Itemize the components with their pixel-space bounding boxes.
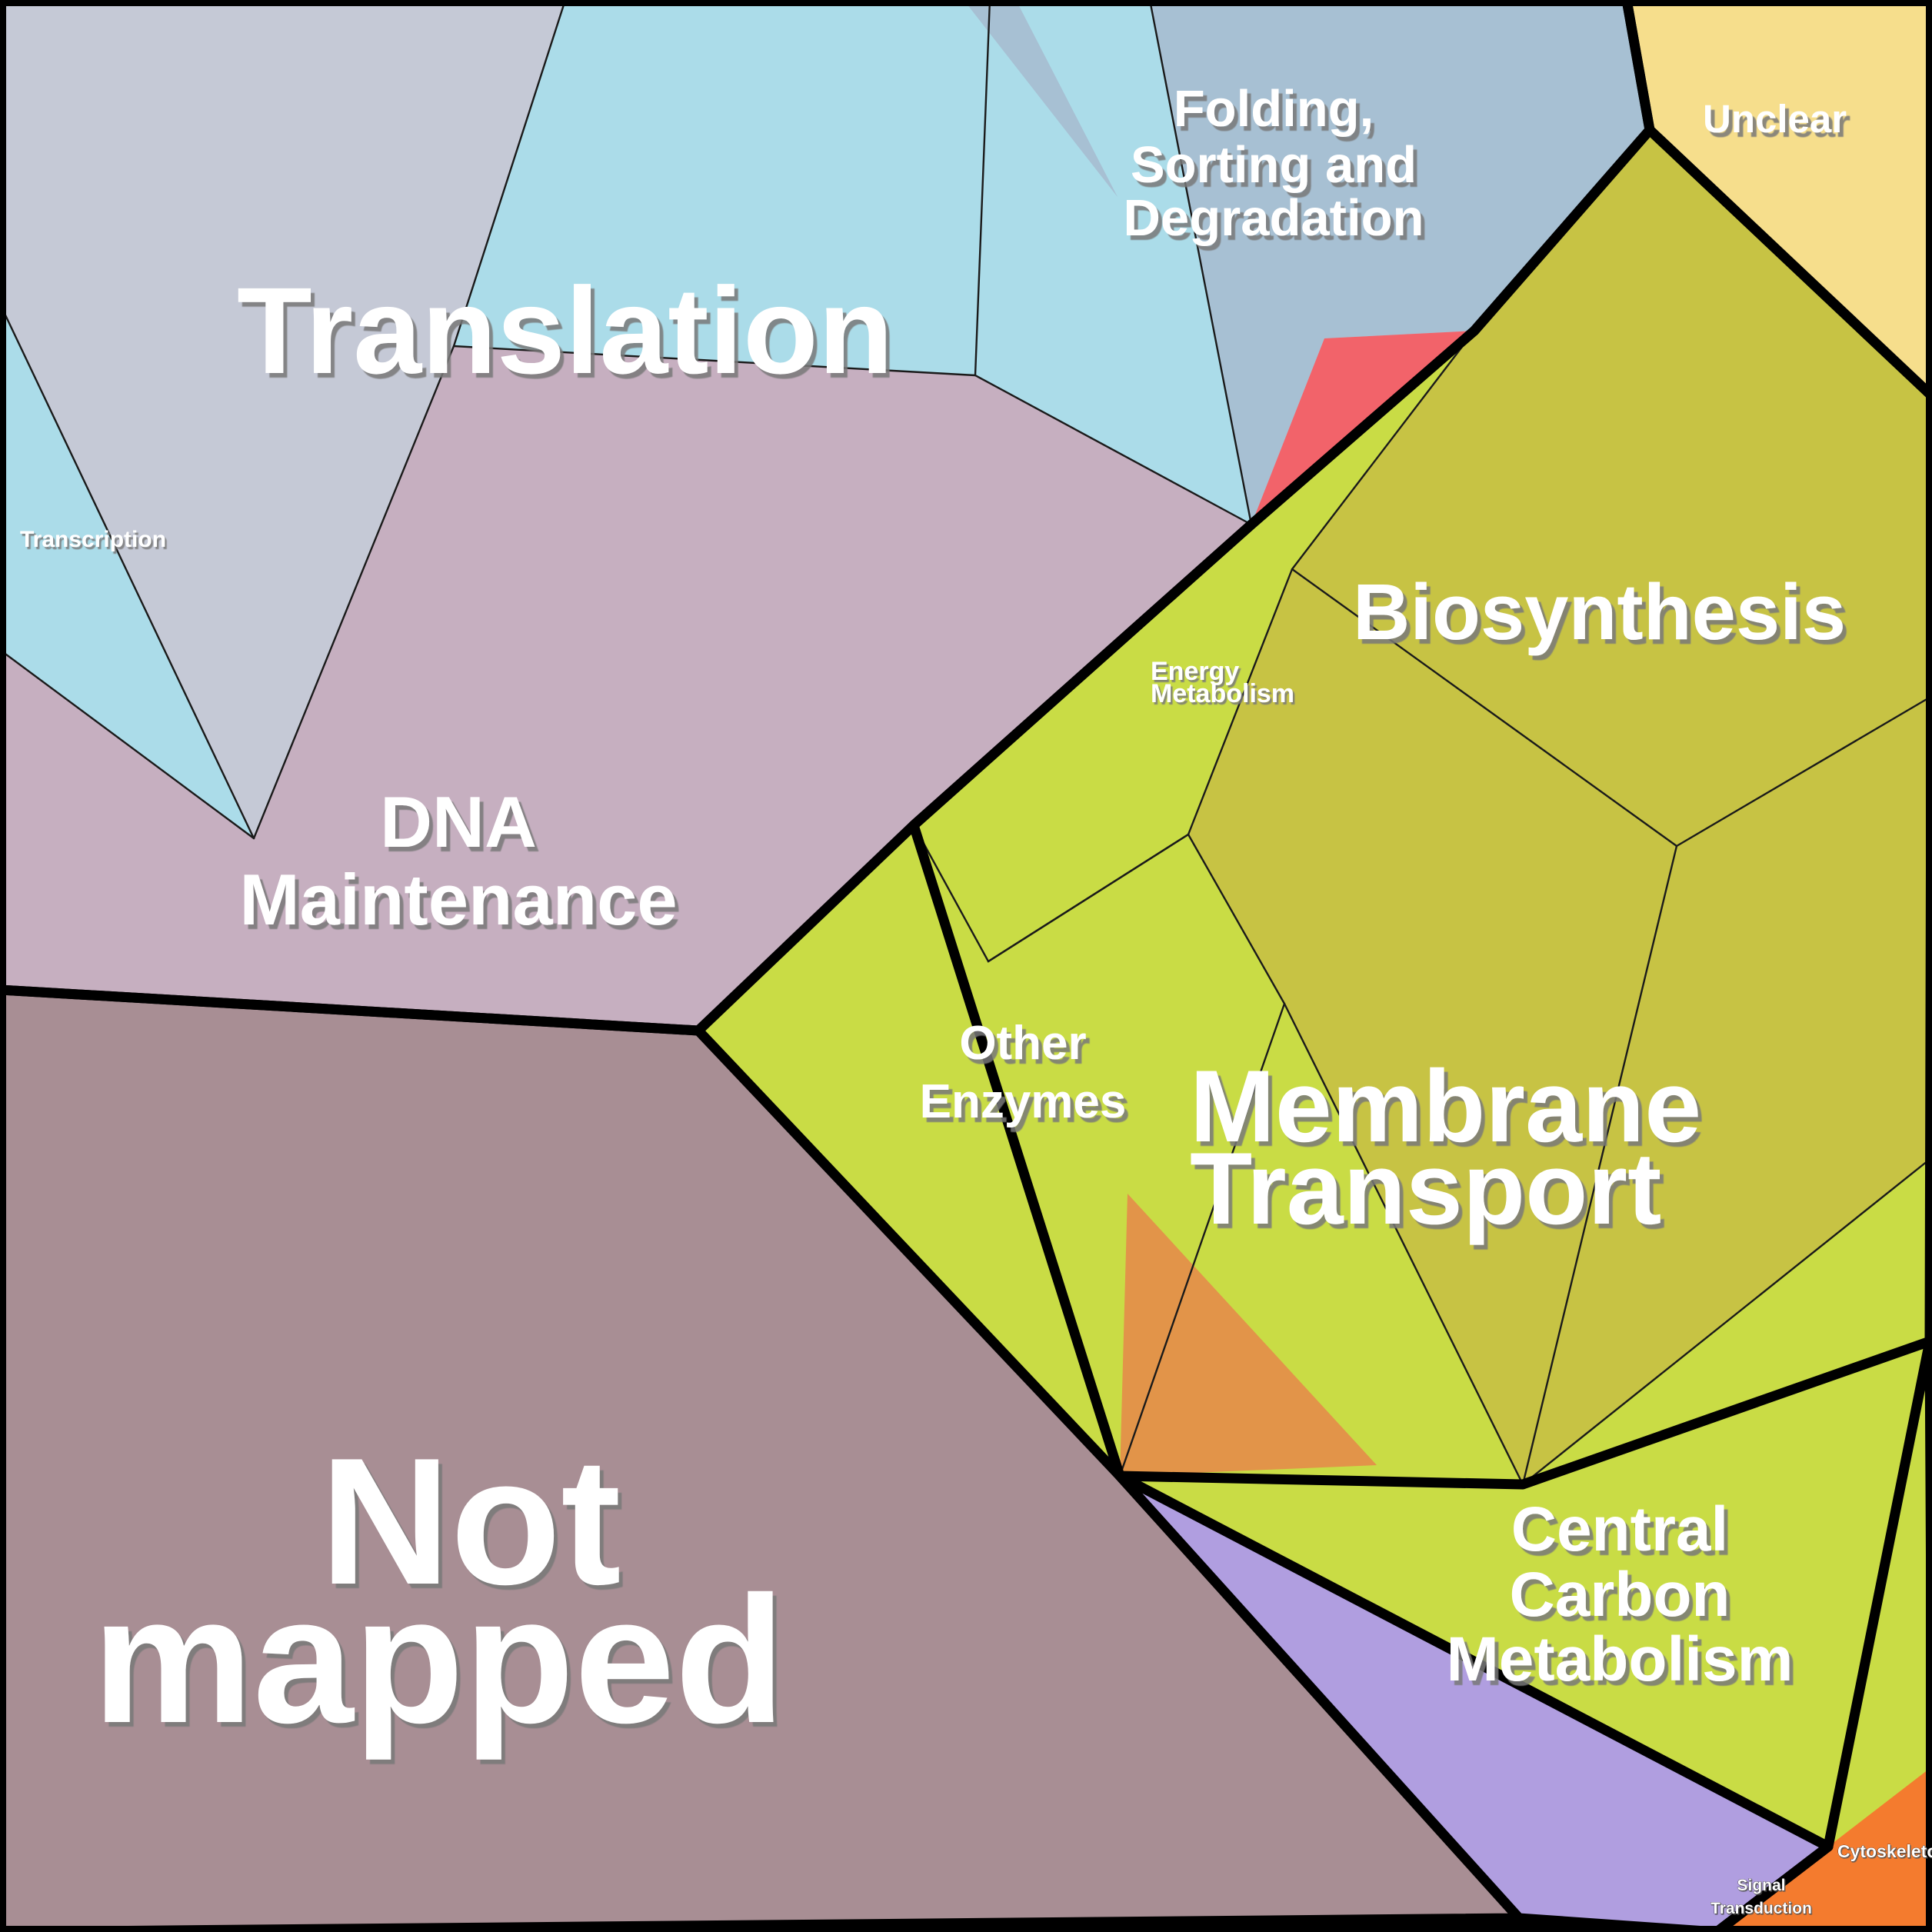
svg-text:Carbon: Carbon (1510, 1560, 1730, 1630)
svg-text:Unclear: Unclear (1703, 97, 1847, 141)
svg-text:Translation: Translation (237, 261, 894, 399)
svg-text:Transcription: Transcription (20, 527, 166, 552)
svg-text:Signal: Signal (1737, 1877, 1785, 1894)
svg-text:Degradation: Degradation (1124, 189, 1424, 247)
svg-text:Central: Central (1511, 1494, 1729, 1564)
svg-text:Cytoskeleton: Cytoskeleton (1837, 1841, 1932, 1861)
svg-text:Biosynthesis: Biosynthesis (1353, 568, 1846, 656)
svg-text:Transduction: Transduction (1710, 1900, 1812, 1917)
svg-text:Metabolism: Metabolism (1446, 1624, 1793, 1694)
svg-text:Sorting and: Sorting and (1131, 136, 1417, 194)
svg-text:mapped: mapped (92, 1558, 785, 1760)
svg-text:Enzymes: Enzymes (920, 1075, 1127, 1128)
svg-text:DNA: DNA (380, 781, 537, 862)
svg-text:Other: Other (959, 1017, 1086, 1070)
svg-text:Folding,: Folding, (1174, 80, 1374, 138)
svg-text:Maintenance: Maintenance (239, 859, 677, 940)
svg-text:Transport: Transport (1190, 1132, 1661, 1246)
svg-text:Metabolism: Metabolism (1151, 679, 1294, 708)
